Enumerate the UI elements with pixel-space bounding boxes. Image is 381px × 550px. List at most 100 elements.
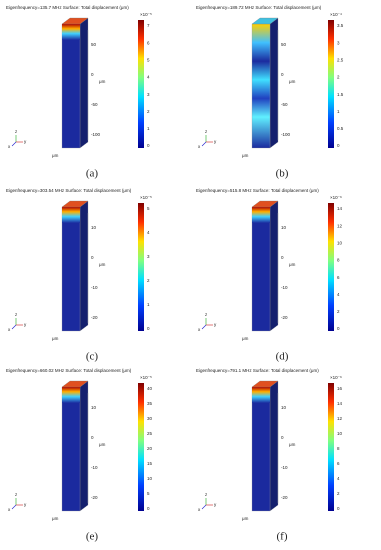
colorbar-exponent: ×10⁻⁴ — [330, 12, 342, 17]
colorbar-tick-label: 0 — [337, 506, 340, 511]
triad-label: z — [205, 312, 208, 317]
colorbar-exponent: ×10⁻⁵ — [140, 375, 152, 380]
colorbar-tick-label: 40 — [147, 386, 153, 391]
colorbar-tick-label: 1 — [337, 109, 340, 114]
axis-unit: μm — [52, 153, 59, 158]
axis-unit: μm — [52, 336, 59, 341]
colorbar-tick-label: 15 — [147, 461, 153, 466]
colorbar-tick-label: 35 — [147, 401, 153, 406]
caption: (e) — [86, 531, 99, 543]
colorbar-tick-label: 2 — [337, 75, 340, 80]
block-front — [61, 23, 81, 149]
colorbar-tick-label: 25 — [147, 431, 153, 436]
mode-region — [62, 387, 80, 403]
axis-tick-label: -20 — [91, 495, 98, 500]
triad-label: z — [205, 492, 208, 497]
colorbar-tick-label: 4 — [337, 292, 340, 297]
panel: Eigenfrequency=515.8 MHz Surface: Total … — [196, 188, 343, 362]
block-side — [79, 200, 89, 332]
panel: Eigenfrequency=303.54 MHz Surface: Total… — [6, 188, 152, 362]
axis-tick-label: 50 — [281, 42, 287, 47]
axis-tick-label: 0 — [281, 72, 284, 77]
axis-unit: μm — [242, 153, 249, 158]
colorbar-tick-label: 14 — [337, 401, 343, 406]
triad-label: y — [214, 139, 217, 144]
axis-unit: μm — [289, 262, 296, 267]
triad-label: z — [15, 492, 18, 497]
axis-tick-label: 10 — [91, 405, 97, 410]
triad-label: y — [24, 502, 27, 507]
mode-region — [252, 207, 270, 223]
block-top — [251, 200, 279, 208]
block-front — [251, 206, 271, 332]
axis-unit: μm — [289, 442, 296, 447]
colorbar-tick-label: 3 — [147, 254, 150, 259]
axis-unit: μm — [52, 516, 59, 521]
block-top — [251, 380, 279, 388]
colorbar-tick-label: 6 — [337, 461, 340, 466]
triad-axis — [11, 141, 17, 147]
triad-label: z — [205, 129, 208, 134]
axis-unit: μm — [242, 336, 249, 341]
colorbar-tick-label: 30 — [147, 416, 153, 421]
colorbar-tick-label: 20 — [147, 446, 153, 451]
colorbar — [328, 383, 334, 511]
triad-label: z — [15, 129, 18, 134]
axis-tick-label: 50 — [91, 42, 97, 47]
colorbar-tick-label: 8 — [337, 446, 340, 451]
block-side — [79, 17, 89, 149]
colorbar — [138, 20, 144, 148]
triad-label: z — [15, 312, 18, 317]
mode-region — [252, 387, 270, 403]
panel-title: Eigenfrequency=135.7 MHz Surface: Total … — [6, 5, 129, 10]
panel: Eigenfrequency=660.02 MHz Surface: Total… — [6, 368, 153, 542]
axis-tick-label: -50 — [281, 102, 288, 107]
colorbar-tick-label: 0 — [337, 143, 340, 148]
colorbar — [328, 20, 334, 148]
colorbar-tick-label: 0 — [147, 326, 150, 331]
colorbar-tick-label: 3 — [337, 40, 340, 45]
colorbar-tick-label: 4 — [337, 476, 340, 481]
block-top — [251, 17, 279, 25]
colorbar-tick-label: 8 — [337, 258, 340, 263]
axis-unit: μm — [99, 262, 106, 267]
colorbar-tick-label: 14 — [337, 206, 343, 211]
colorbar-tick-label: 4 — [147, 230, 150, 235]
triad-label: y — [214, 502, 217, 507]
colorbar-tick-label: 5 — [147, 206, 150, 211]
colorbar-tick-label: 12 — [337, 416, 343, 421]
triad-label: x — [8, 327, 11, 332]
triad-label: x — [198, 144, 201, 149]
triad-label: x — [8, 144, 11, 149]
mode-region — [62, 24, 80, 40]
colorbar-tick-label: 3 — [147, 92, 150, 97]
colorbar-tick-label: 0 — [147, 506, 150, 511]
colorbar-tick-label: 2 — [147, 109, 150, 114]
axis-tick-label: -20 — [281, 315, 288, 320]
colorbar-tick-label: 1 — [147, 126, 150, 131]
colorbar-tick-label: 3.5 — [337, 23, 344, 28]
panel-title: Eigenfrequency=515.8 MHz Surface: Total … — [196, 188, 319, 193]
caption: (b) — [276, 168, 289, 180]
colorbar-tick-label: 2.5 — [337, 57, 344, 62]
mode-region — [62, 207, 80, 223]
axis-tick-label: 0 — [281, 255, 284, 260]
colorbar-tick-label: 5 — [147, 491, 150, 496]
triad-axis — [201, 141, 207, 147]
caption: (f) — [277, 531, 288, 543]
block-front — [251, 23, 271, 149]
colorbar-tick-label: 4 — [147, 75, 150, 80]
panel-title: Eigenfrequency=303.54 MHz Surface: Total… — [6, 188, 132, 193]
colorbar-exponent: ×10⁻⁶ — [330, 195, 342, 200]
triad-label: y — [214, 322, 217, 327]
colorbar-tick-label: 5 — [147, 57, 150, 62]
caption: (a) — [86, 168, 99, 180]
colorbar-tick-label: 6 — [147, 40, 150, 45]
axis-tick-label: -100 — [281, 132, 291, 137]
block-front — [61, 386, 81, 512]
colorbar-tick-label: 2 — [147, 278, 150, 283]
caption: (d) — [276, 351, 289, 363]
axis-unit: μm — [99, 79, 106, 84]
axis-unit: μm — [289, 79, 296, 84]
